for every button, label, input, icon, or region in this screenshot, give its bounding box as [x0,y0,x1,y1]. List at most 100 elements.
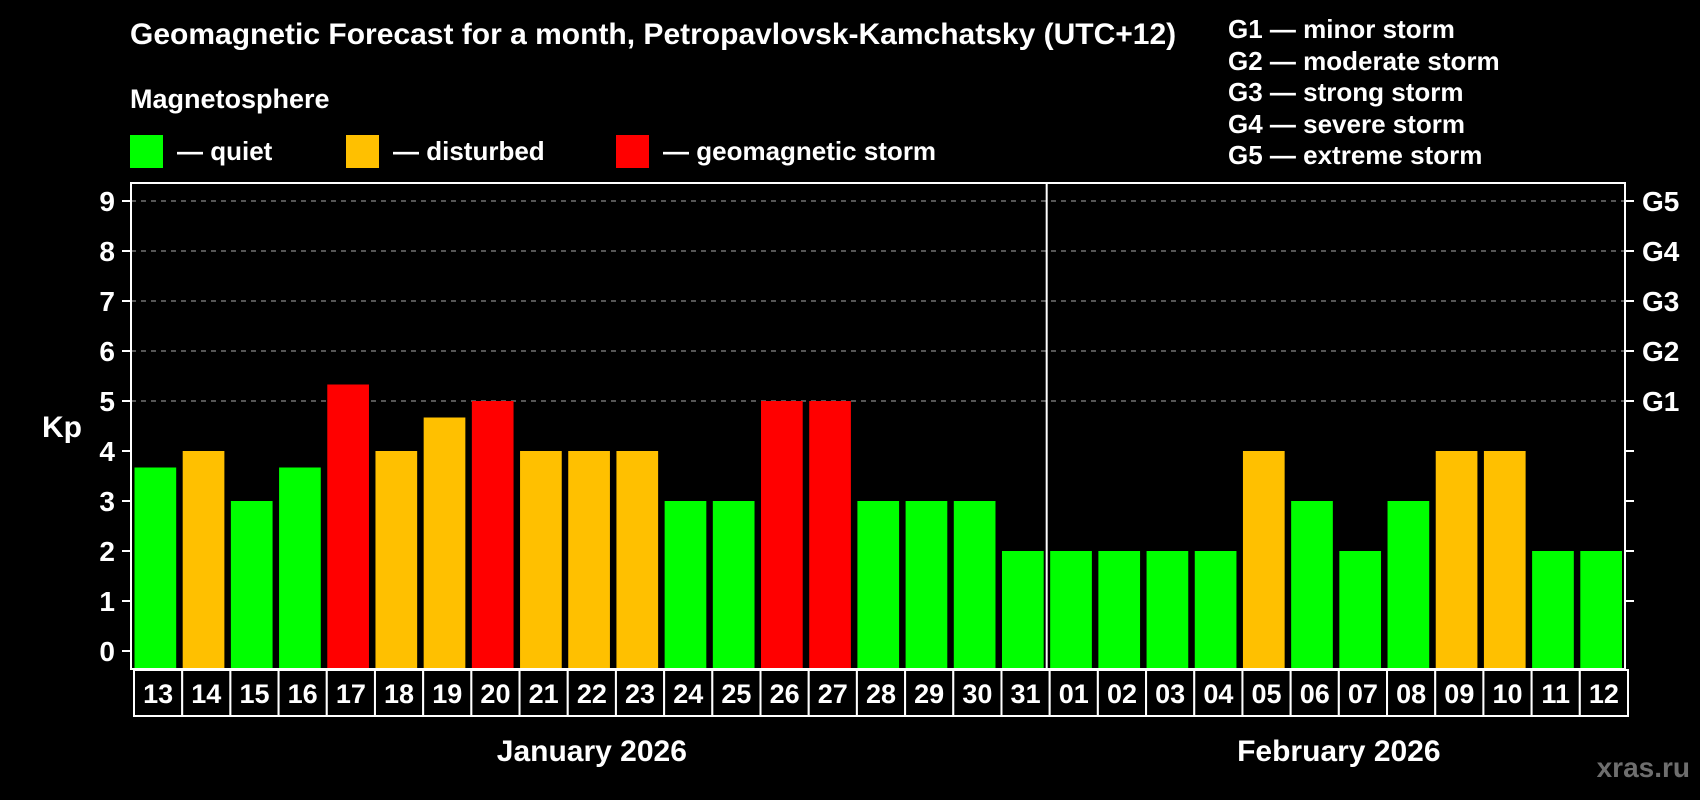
date-label-18: 18 [384,679,414,709]
legend-item-storm: — geomagnetic storm [616,135,936,168]
date-label-21: 21 [529,679,559,709]
date-cell [904,669,955,717]
y-axis-label: Kp [42,411,82,444]
y-tick-label: 1 [99,586,115,617]
bar-31 [1001,551,1044,668]
g-scale-label: G4 [1642,236,1680,267]
bar-05 [1242,451,1285,668]
bar-15 [230,501,273,668]
bar-23 [616,451,659,668]
date-label-23: 23 [625,679,655,709]
date-cell [663,669,714,717]
date-label-30: 30 [962,679,992,709]
bar-29 [905,501,948,668]
bar-06 [1291,501,1333,668]
bar-16 [279,467,321,668]
date-label-19: 19 [432,679,462,709]
date-cell [711,669,762,717]
date-label-01: 01 [1059,679,1089,709]
disturbed-swatch [346,135,379,168]
date-cell [229,669,280,717]
storm-swatch [616,135,649,168]
date-label-16: 16 [288,679,318,709]
bar-03 [1146,551,1189,668]
bar-30 [953,501,996,668]
bar-07 [1339,551,1382,668]
date-label-27: 27 [818,679,848,709]
date-label-22: 22 [577,679,607,709]
legend-label: — geomagnetic storm [663,136,937,166]
date-cell [181,669,232,717]
date-cell [277,669,328,717]
date-label-25: 25 [721,679,751,709]
y-tick-label: 6 [99,336,115,367]
date-label-13: 13 [143,679,173,709]
month-label-january: January 2026 [496,735,687,768]
g-scale-label: G2 [1642,336,1679,367]
date-cell [1530,669,1581,717]
bar-22 [568,451,610,668]
bar-11 [1532,551,1574,668]
bar-21 [520,451,562,668]
date-label-02: 02 [1107,679,1137,709]
date-cell [1434,669,1485,717]
y-tick-label: 0 [99,636,115,667]
bar-25 [712,501,755,668]
date-label-12: 12 [1589,679,1619,709]
date-label-07: 07 [1348,679,1378,709]
date-cell [1386,669,1437,717]
y-tick-label: 7 [99,286,115,317]
date-label-09: 09 [1444,679,1474,709]
date-label-14: 14 [191,679,221,709]
legend-label: — disturbed [393,136,545,166]
bar-26 [761,401,803,668]
date-cell [1289,669,1340,717]
date-cell [1578,669,1629,717]
date-label-29: 29 [914,679,944,709]
storm-scale-g5: G5 — extreme storm [1228,140,1483,170]
date-label-15: 15 [239,679,269,709]
bar-09 [1435,451,1478,668]
date-label-10: 10 [1492,679,1522,709]
date-cell [855,669,907,717]
date-cell [759,669,810,717]
date-label-03: 03 [1155,679,1185,709]
legend-heading: Magnetosphere [130,84,330,114]
legend-label: — quiet [177,136,273,166]
g-scale-label: G5 [1642,186,1679,217]
date-label-20: 20 [480,679,510,709]
bar-24 [664,501,707,668]
bar-10 [1483,451,1526,668]
date-cell [1482,669,1533,717]
date-label-28: 28 [866,679,896,709]
storm-scale-g4: G4 — severe storm [1228,108,1466,139]
date-label-06: 06 [1300,679,1330,709]
date-label-24: 24 [673,679,703,709]
bar-27 [809,401,851,668]
date-cell [422,669,473,717]
date-label-31: 31 [1011,679,1041,709]
bar-14 [182,451,225,668]
bar-17 [327,384,369,668]
date-label-17: 17 [336,679,366,709]
bar-08 [1387,501,1430,668]
y-tick-label: 5 [99,386,115,417]
y-tick-label: 2 [99,536,115,567]
quiet-swatch [130,135,163,168]
y-tick-label: 9 [99,186,115,217]
storm-scale-g1: G1 — minor storm [1228,14,1455,44]
bar-12 [1580,551,1622,668]
y-tick-label: 4 [99,436,115,467]
bar-04 [1194,551,1237,668]
legend-item-quiet: — quiet [130,135,272,168]
legend-item-disturbed: — disturbed [346,135,545,168]
bar-13 [134,467,177,668]
date-label-08: 08 [1396,679,1426,709]
bar-19 [423,417,466,668]
g-scale-label: G3 [1642,286,1679,317]
date-cell [1096,669,1148,717]
bar-18 [375,451,418,668]
bar-28 [857,501,900,668]
date-cell [470,669,521,717]
